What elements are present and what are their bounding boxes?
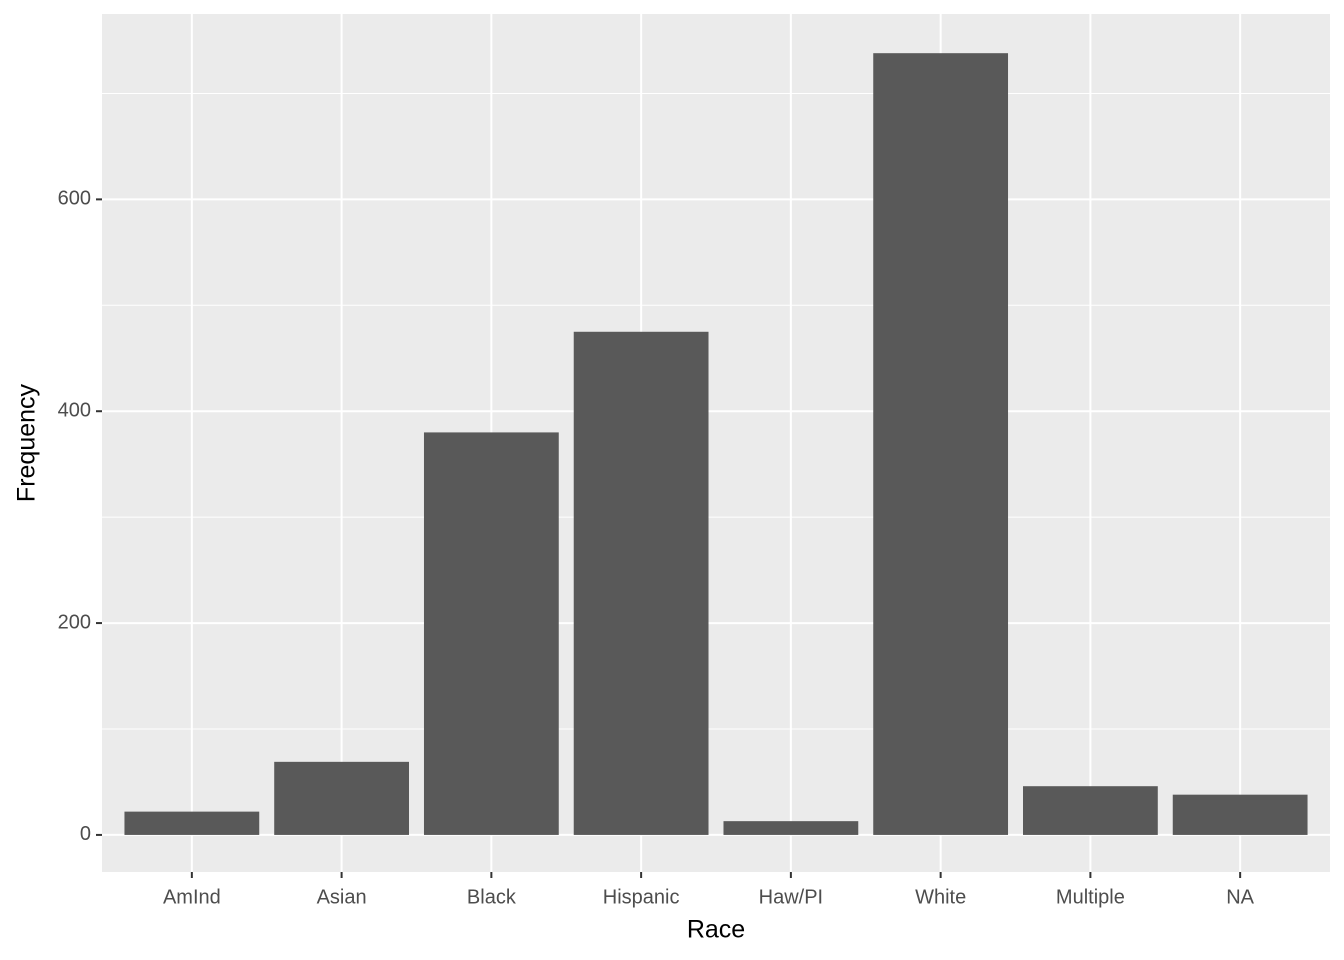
- bar: [274, 761, 409, 835]
- bar: [723, 821, 859, 835]
- y-tick-label: 200: [58, 611, 91, 633]
- y-tick-label: 600: [58, 188, 91, 210]
- bar: [124, 811, 260, 835]
- x-tick-label: Haw/PI: [759, 886, 823, 908]
- x-tick-label: Hispanic: [603, 886, 680, 908]
- x-axis-title: Race: [687, 916, 745, 944]
- x-tick-label: Multiple: [1056, 886, 1125, 908]
- bar: [423, 432, 559, 835]
- x-tick-label: NA: [1226, 886, 1254, 908]
- y-axis-title: Frequency: [13, 383, 41, 502]
- bar: [573, 331, 709, 835]
- x-tick-label: Asian: [317, 886, 367, 908]
- x-tick-label: Black: [467, 886, 517, 908]
- y-tick-label: 400: [58, 400, 91, 422]
- x-tick-label: White: [915, 886, 966, 908]
- bar: [1023, 786, 1158, 835]
- x-tick-label: AmInd: [163, 886, 221, 908]
- panel: [102, 14, 1330, 872]
- bar: [1172, 794, 1308, 835]
- bar: [873, 53, 1009, 835]
- y-tick-label: 0: [80, 823, 91, 845]
